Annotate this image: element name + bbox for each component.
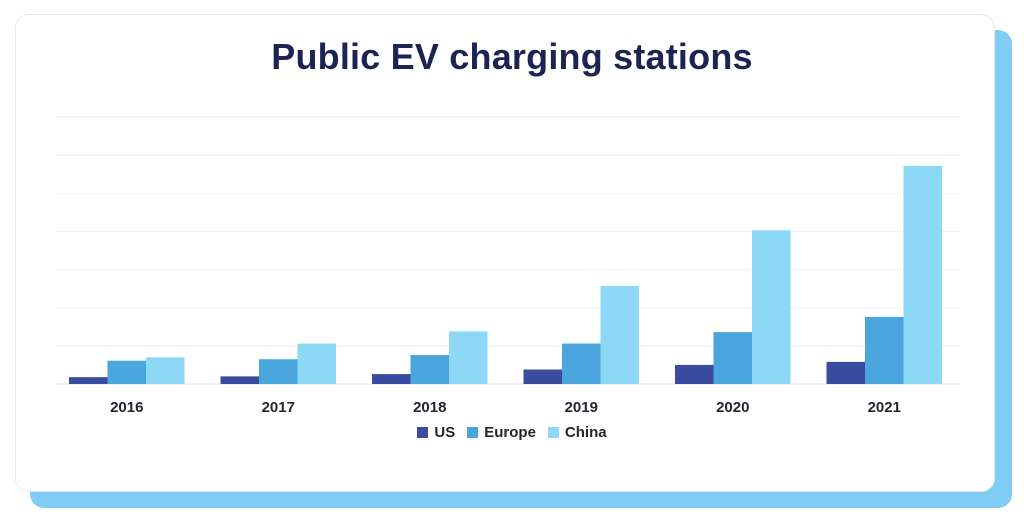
gridlines (55, 116, 960, 385)
bar-china-2021 (903, 165, 942, 384)
bars (69, 165, 942, 384)
bar-europe-2016 (107, 360, 146, 384)
x-tick-label: 2019 (565, 399, 598, 416)
bar-china-2016 (146, 357, 185, 384)
bar-us-2016 (69, 377, 108, 384)
chart-card (15, 14, 995, 492)
bar-china-2020 (752, 230, 791, 384)
x-axis-ticks: 2016 2017 2018 2019 2020 2021 (110, 399, 901, 416)
x-tick-label: 2021 (868, 399, 901, 416)
legend-swatch (417, 427, 429, 438)
x-tick-label: 2017 (262, 399, 295, 416)
bar-china-2019 (600, 285, 639, 384)
bar-europe-2021 (865, 316, 904, 384)
chart-title: Public EV charging stations (271, 36, 753, 77)
bar-us-2018 (372, 374, 411, 384)
bar-us-2020 (675, 364, 714, 384)
legend-item-us: US (417, 424, 455, 441)
bar-us-2021 (826, 361, 865, 384)
bar-europe-2017 (259, 359, 298, 384)
x-tick-label: 2018 (413, 399, 446, 416)
legend-item-china: China (547, 424, 607, 441)
bar-china-2018 (449, 331, 488, 384)
legend-label: US (434, 424, 456, 441)
bar-us-2019 (523, 369, 562, 384)
legend-swatch (467, 427, 479, 438)
bar-europe-2019 (562, 343, 601, 384)
x-tick-label: 2016 (110, 399, 143, 416)
legend-swatch (547, 427, 559, 438)
legend-label: China (564, 424, 607, 441)
bar-us-2017 (220, 376, 259, 384)
bar-china-2017 (297, 343, 336, 384)
x-tick-label: 2020 (716, 399, 749, 416)
legend: US Europe China (0, 424, 1024, 441)
legend-label: Europe (484, 424, 536, 441)
bar-europe-2020 (713, 332, 752, 384)
legend-item-europe: Europe (467, 424, 536, 441)
bar-europe-2018 (410, 355, 449, 384)
